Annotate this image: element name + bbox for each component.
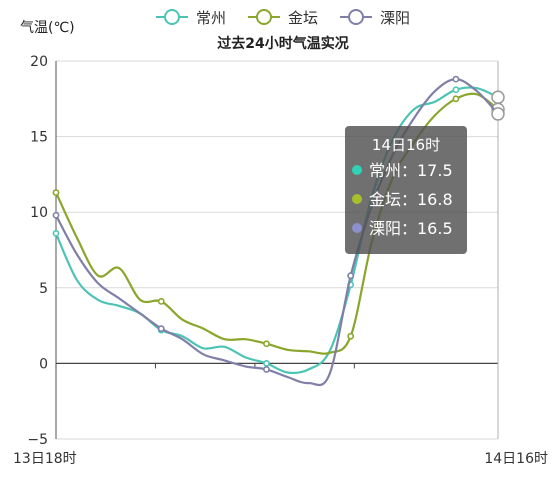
series-2-point-10[interactable] xyxy=(263,340,270,348)
series-2-point-14[interactable] xyxy=(347,332,355,340)
axes xyxy=(55,61,499,439)
series-3[interactable] xyxy=(52,75,505,387)
series-2-point-0[interactable] xyxy=(52,189,60,196)
y-tick-label-5: 20 xyxy=(30,54,48,70)
legend-label-1[interactable]: 常州 xyxy=(196,9,226,27)
tooltip-row-3: 溧阳：16.5 xyxy=(369,219,453,238)
series-1-point-0[interactable] xyxy=(52,229,60,237)
legend[interactable]: 常州 金坛 溧阳 xyxy=(156,9,410,27)
tooltip-title: 14日16时 xyxy=(372,136,440,154)
series-1-point-10[interactable] xyxy=(263,359,270,367)
legend-marker-2[interactable] xyxy=(256,9,272,25)
y-tick-labels: −5 0 5 10 15 20 xyxy=(27,54,48,448)
legend-label-2[interactable]: 金坛 xyxy=(288,9,318,27)
y-tick-label-3: 10 xyxy=(30,205,48,221)
series-3-point-14[interactable] xyxy=(347,272,355,280)
legend-item-3[interactable]: 溧阳 xyxy=(340,9,410,27)
y-axis-label: 气温(℃) xyxy=(20,20,75,36)
series-1-point-21[interactable] xyxy=(491,90,505,105)
legend-item-1[interactable]: 常州 xyxy=(156,9,226,27)
legend-marker-1[interactable] xyxy=(164,9,180,25)
tooltip-dot-1 xyxy=(352,165,362,175)
series-2-point-5[interactable] xyxy=(157,298,165,305)
tooltip-dot-2 xyxy=(352,194,362,204)
chart-title: 过去24小时气温实况 xyxy=(217,35,348,52)
tooltip-dot-3 xyxy=(352,223,362,233)
x-tick-label-0: 13日18时 xyxy=(13,451,77,467)
y-tick-label-4: 15 xyxy=(30,130,48,146)
y-tick-label-1: 0 xyxy=(39,356,48,372)
series-3-point-10[interactable] xyxy=(263,366,270,373)
series-3-point-19[interactable] xyxy=(452,75,460,83)
y-tick-label-0: −5 xyxy=(27,432,48,448)
legend-marker-3[interactable] xyxy=(348,9,364,25)
series-lines[interactable] xyxy=(52,75,505,387)
legend-item-2[interactable]: 金坛 xyxy=(248,9,318,27)
series-3-point-21[interactable] xyxy=(491,107,505,121)
series-1-point-19[interactable] xyxy=(452,86,460,94)
series-3-point-0[interactable] xyxy=(52,211,60,219)
series-3-point-5[interactable] xyxy=(157,325,165,333)
x-tick-label-1: 14日16时 xyxy=(484,451,548,467)
tooltip-row-1: 常州：17.5 xyxy=(369,161,453,180)
tooltip-row-2: 金坛：16.8 xyxy=(369,190,453,209)
legend-label-3[interactable]: 溧阳 xyxy=(380,9,410,27)
tooltip-box xyxy=(345,126,467,254)
series-3-line[interactable] xyxy=(55,77,499,387)
x-tick-labels: 13日18时 14日16时 xyxy=(13,451,548,467)
y-tick-label-2: 5 xyxy=(39,281,48,297)
series-2-point-19[interactable] xyxy=(452,95,460,103)
